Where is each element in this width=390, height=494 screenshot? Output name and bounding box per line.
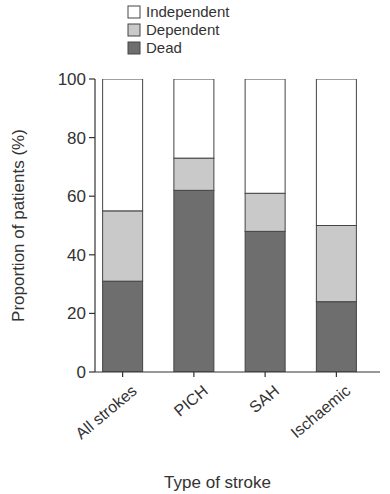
x-axis <box>95 371 380 372</box>
legend-label: Independent <box>146 3 230 20</box>
bar-segment <box>245 231 285 372</box>
y-tick-label: 60 <box>67 187 86 206</box>
bar-segment <box>103 211 143 281</box>
y-tick <box>89 196 95 197</box>
legend-swatch <box>128 42 140 54</box>
x-tick-label: Ischaemic <box>287 382 353 441</box>
bar-segment <box>174 79 214 158</box>
y-axis <box>94 79 95 372</box>
y-axis-title: Proportion of patients (%) <box>9 129 28 322</box>
legend: IndependentDependentDead <box>128 3 230 56</box>
bar-segment <box>245 193 285 231</box>
x-tick <box>122 372 123 377</box>
bar-segment <box>316 79 356 226</box>
y-tick-label: 0 <box>77 363 86 382</box>
y-tick <box>89 371 95 372</box>
y-tick <box>89 254 95 255</box>
x-tick-label: All strokes <box>72 382 139 442</box>
x-tick <box>193 372 194 377</box>
y-tick <box>89 78 95 79</box>
x-tick <box>336 372 337 377</box>
y-tick-label: 80 <box>67 129 86 148</box>
y-tick <box>89 137 95 138</box>
y-tick-label: 20 <box>67 304 86 323</box>
chart: 0 20 40 60 80 100 All strokes PICH SAHIschaemic T… <box>0 0 390 494</box>
x-axis-title: Type of stroke <box>164 473 271 492</box>
bar-segment <box>174 158 214 190</box>
bars <box>103 79 357 372</box>
y-tick-label: 40 <box>67 246 86 265</box>
y-tick-label: 100 <box>58 70 86 89</box>
legend-swatch <box>128 6 140 18</box>
x-tick-label: SAH <box>246 382 282 416</box>
legend-label: Dead <box>146 39 182 56</box>
legend-label: Dependent <box>146 21 220 38</box>
bar-segment <box>316 302 356 372</box>
y-tick <box>89 313 95 314</box>
bar-segment <box>245 79 285 193</box>
bar-segment <box>174 190 214 372</box>
legend-swatch <box>128 24 140 36</box>
bar-segment <box>103 281 143 372</box>
bar-segment <box>316 226 356 302</box>
x-tick-label: PICH <box>171 382 211 420</box>
x-tick <box>265 372 266 377</box>
bar-segment <box>103 79 143 211</box>
